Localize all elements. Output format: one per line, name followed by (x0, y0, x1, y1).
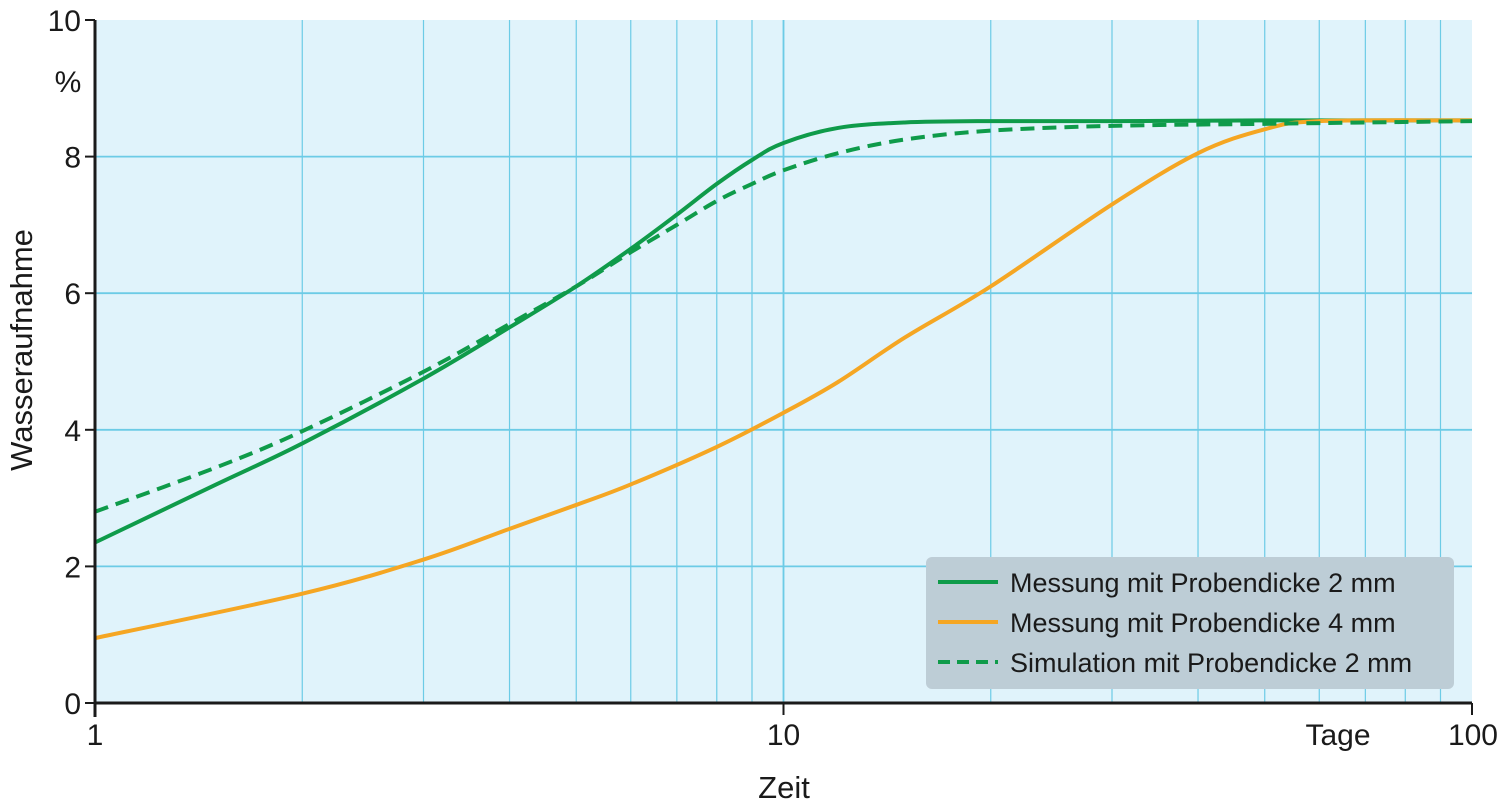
x-axis-title: Zeit (758, 770, 810, 805)
x-unit-label: Tage (1305, 719, 1370, 752)
tick-labels: 0 2 4 6 8 10 1 10 100 (48, 5, 1498, 752)
legend-label: Simulation mit Probendicke 2 mm (1010, 648, 1412, 678)
y-tick-label: 8 (64, 142, 81, 175)
y-unit-label: % (55, 66, 82, 99)
x-tick-label: 10 (767, 719, 800, 752)
series-line-2 (94, 118, 1473, 641)
legend-box (926, 557, 1454, 689)
y-tick-label: 10 (48, 5, 81, 38)
axes (85, 19, 1473, 717)
series-line-3 (94, 119, 1473, 514)
legend-label: Messung mit Probendicke 2 mm (1010, 568, 1396, 598)
x-tick-label: 1 (87, 719, 104, 752)
x-tick-label: 100 (1448, 719, 1498, 752)
y-tick-label: 6 (64, 278, 81, 311)
series-line-1 (94, 118, 1473, 545)
series-layer (94, 118, 1473, 641)
y-tick-label: 2 (64, 551, 81, 584)
legend: Messung mit Probendicke 2 mm Messung mit … (926, 557, 1454, 689)
y-tick-label: 0 (64, 688, 81, 721)
y-tick-label: 4 (64, 415, 81, 448)
legend-label: Messung mit Probendicke 4 mm (1010, 608, 1396, 638)
y-axis-title: Wasseraufnahme (4, 229, 39, 471)
